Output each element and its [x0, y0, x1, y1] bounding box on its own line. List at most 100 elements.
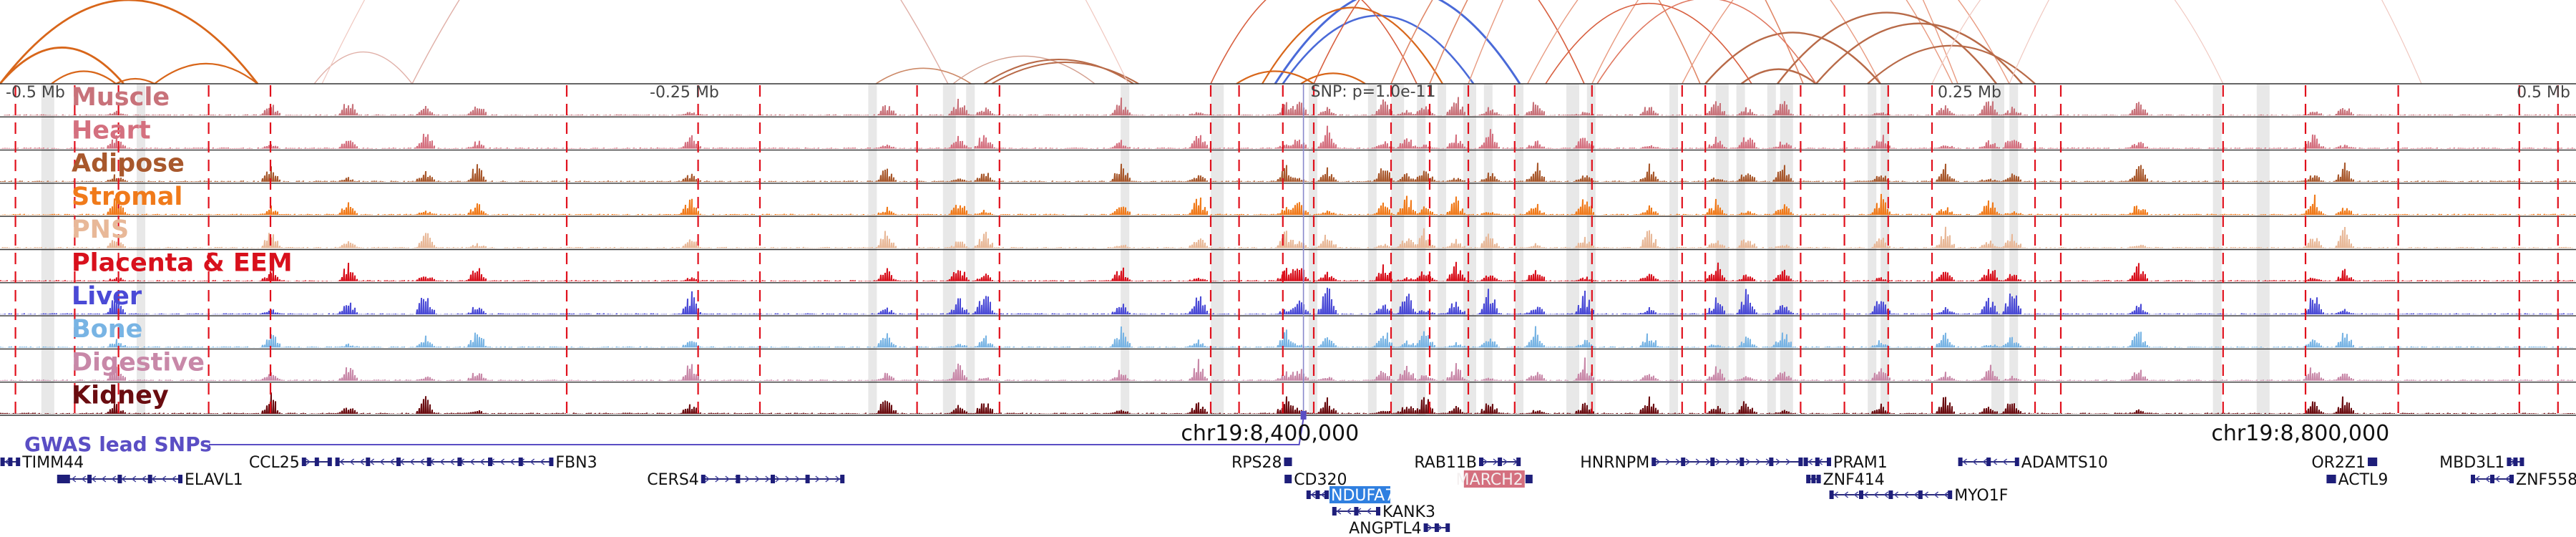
gwas-snp-marker [1300, 411, 1307, 420]
track-label: Stromal [72, 183, 182, 211]
exon [1798, 458, 1803, 466]
chromatin-loop-arc [1596, 0, 1817, 84]
strand-chevron [765, 475, 770, 483]
axis-tick-label: -0.25 Mb [650, 84, 719, 102]
chromatin-loop-arc [952, 55, 1096, 84]
strand-chevron [1873, 491, 1879, 498]
gene-label: ZNF558 [2516, 471, 2576, 489]
gene-actl9: ACTL9 [2326, 471, 2388, 489]
strand-chevron [1310, 491, 1316, 498]
chromatin-loop-arc [1429, 0, 1804, 84]
exon [457, 458, 462, 466]
exon [0, 458, 5, 466]
exon [1948, 490, 1953, 499]
exon [178, 475, 182, 483]
signal-profile [0, 357, 2576, 381]
strand-chevron [1962, 458, 1968, 465]
chromatin-loop-arc [1545, 2, 1752, 84]
track-label: PNS [72, 216, 129, 244]
track-label: Kidney [72, 382, 169, 410]
chromatin-loop-arc [1777, 11, 1997, 84]
exon [335, 458, 340, 466]
gene-kank3: KANK3 [1332, 503, 1435, 521]
exon [1811, 475, 1816, 483]
strand-chevron [171, 475, 177, 483]
exon [736, 475, 741, 483]
track-label: Bone [72, 315, 142, 344]
exon [87, 475, 92, 483]
chromatin-loop-arc [2009, 0, 2422, 84]
strand-chevron [540, 458, 545, 465]
strand-chevron [1775, 458, 1781, 465]
exon [1769, 458, 1774, 466]
gene-ccl25: CCL25 [249, 454, 332, 472]
strand-chevron [131, 475, 137, 483]
chromatin-loop-arc [1867, 44, 2036, 84]
exon [1528, 475, 1533, 483]
gene-elavl1: ELAVL1 [57, 471, 243, 489]
exon [805, 475, 810, 483]
exon [1888, 490, 1893, 499]
exon [1445, 523, 1450, 532]
coordinate-label: chr19:8,400,000 [1181, 421, 1359, 446]
exon [771, 475, 775, 483]
gene-angptl4: ANGPTL4 [1349, 520, 1450, 537]
strand-chevron [1655, 458, 1661, 465]
track-label: Muscle [72, 83, 170, 112]
gene-highlight [1463, 470, 1525, 488]
strand-chevron [379, 458, 385, 465]
strand-chevron [1933, 491, 1939, 498]
strand-chevron [1992, 458, 1998, 465]
gene-label: ELAVL1 [185, 471, 243, 489]
gwas-lead-snps-track: GWAS lead SNPs [24, 411, 1307, 456]
strand-chevron [141, 475, 147, 483]
strand-chevron [1346, 508, 1352, 515]
gene-mbd3l1: MBD3L1 [2439, 454, 2524, 472]
strand-chevron [1336, 508, 1342, 515]
exon [840, 475, 845, 483]
chromatin-loop-arc [1236, 70, 1314, 84]
exon [488, 458, 493, 466]
strand-chevron [1755, 458, 1761, 465]
exon [2519, 458, 2524, 466]
strand-chevron [1923, 491, 1929, 498]
exon [1829, 490, 1834, 499]
chromatin-loop-arc [1931, 0, 2224, 84]
snp-pvalue-label: SNP: p=1.0e-11 [1311, 83, 1436, 101]
strand-chevron [1807, 458, 1813, 465]
exon [301, 458, 306, 466]
strand-chevron [509, 458, 515, 465]
strand-chevron [1675, 458, 1681, 465]
gene-march2: MARCH2 [1456, 470, 1533, 489]
strand-chevron [825, 475, 830, 483]
gene-rab11b: RAB11B [1414, 454, 1521, 472]
chromatin-loop-arc [991, 61, 1139, 84]
strand-chevron [745, 475, 750, 483]
exon [1986, 458, 1991, 466]
exon [1498, 458, 1503, 466]
chromatin-loop-arc [1313, 0, 1585, 84]
strand-chevron [2484, 475, 2490, 483]
strand-chevron [1438, 524, 1443, 531]
signal-profile [0, 163, 2576, 182]
exon [1652, 458, 1657, 466]
strand-chevron [306, 458, 311, 465]
coordinate-label: chr19:8,800,000 [2211, 421, 2389, 446]
strand-chevron [1943, 491, 1949, 498]
gene-timm44: TIMM44 [0, 454, 84, 472]
signal-profile [0, 392, 2576, 414]
exon [2507, 458, 2512, 466]
strand-chevron [2002, 458, 2008, 465]
strand-chevron [2474, 475, 2480, 483]
chromatin-loop-arc [875, 67, 972, 84]
chromatin-loop-arc [1704, 32, 1881, 84]
strand-chevron [795, 475, 800, 483]
exon [1324, 490, 1329, 499]
strand-chevron [775, 475, 780, 483]
strand-chevron [339, 458, 345, 465]
gene-label: HNRNPM [1580, 454, 1649, 472]
exon [1740, 458, 1745, 466]
exon [1354, 507, 1359, 516]
exon [1287, 475, 1292, 483]
strand-chevron [469, 458, 475, 465]
